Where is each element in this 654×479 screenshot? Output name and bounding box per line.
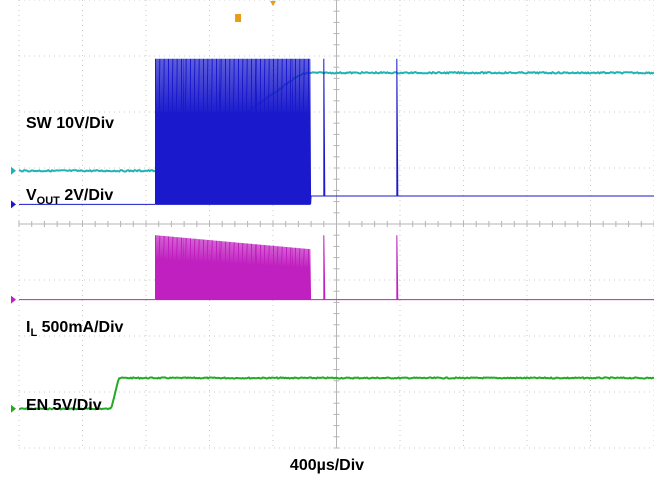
sw-channel-label: SW 10V/Div [26,115,115,132]
trigger-level-marker [235,14,242,22]
channel-markers [11,1,276,413]
time-scale-label: 400µs/Div [289,457,365,474]
plot-traces [18,58,654,411]
trigger-position-marker [270,1,276,6]
sw-channel-marker [11,200,16,209]
vout-channel-label: VOUT 2V/Div [26,187,114,207]
il-channel-marker [11,295,16,304]
en-trace [18,376,654,411]
plot-grid [18,0,654,449]
il-trace [19,235,654,301]
il-channel-label: IL 500mA/Div [26,319,124,339]
en-channel-label: EN 5V/Div [26,397,102,414]
vout-channel-marker [11,166,16,175]
en-channel-marker [11,404,16,413]
sw-trace [19,58,654,205]
vout-trace [18,70,654,173]
